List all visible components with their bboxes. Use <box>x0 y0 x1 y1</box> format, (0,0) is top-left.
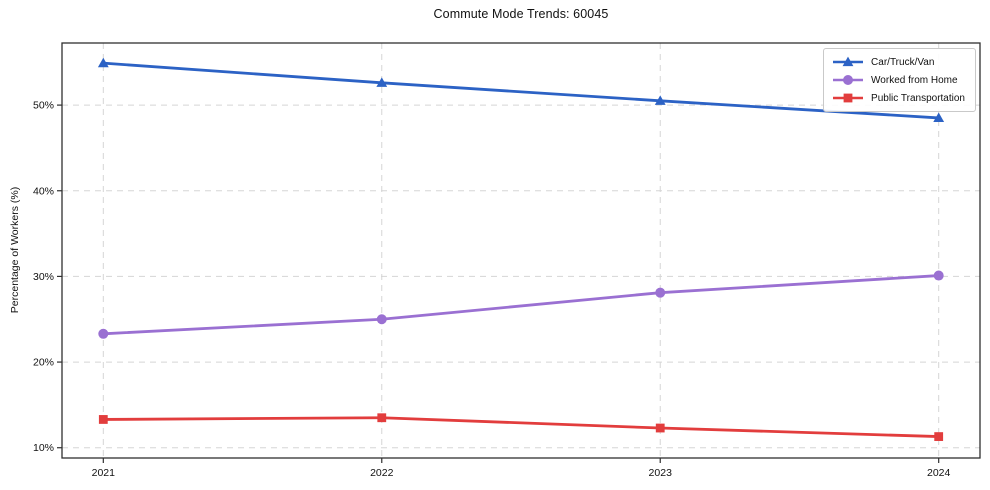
chart-title: Commute Mode Trends: 60045 <box>433 7 609 21</box>
data-point-car-truck-van <box>376 77 388 87</box>
data-point-worked-from-home <box>655 287 666 298</box>
x-tick-label: 2021 <box>92 467 116 479</box>
legend-sample-marker <box>843 75 854 85</box>
data-point-car-truck-van <box>97 57 109 68</box>
y-tick-label: 40% <box>33 185 54 197</box>
legend-marker-public-transportation <box>832 92 864 104</box>
legend: Car/Truck/Van Worked from Home Public Tr… <box>823 48 976 112</box>
x-tick-label: 2023 <box>649 467 673 479</box>
legend-marker-car-truck-van <box>832 56 864 68</box>
legend-label-public-transportation: Public Transportation <box>871 92 965 104</box>
x-tick-label: 2022 <box>370 467 394 479</box>
legend-sample-marker <box>843 93 853 103</box>
data-point-car-truck-van <box>933 112 945 123</box>
legend-marker-worked-from-home <box>832 74 864 86</box>
series-line-car-truck-van <box>101 61 941 120</box>
y-tick-label: 30% <box>33 271 54 283</box>
legend-item-car-truck-van: Car/Truck/Van <box>832 54 965 70</box>
data-point-public-transportation <box>377 413 387 423</box>
data-point-public-transportation <box>655 423 665 433</box>
legend-item-worked-from-home: Worked from Home <box>832 72 965 88</box>
series-line-public-transportation <box>101 416 941 438</box>
x-tick-label: 2024 <box>927 467 951 479</box>
data-point-worked-from-home <box>933 270 944 281</box>
data-point-public-transportation <box>98 415 108 424</box>
y-tick-label: 10% <box>33 442 54 454</box>
legend-item-public-transportation: Public Transportation <box>832 90 965 106</box>
legend-sample-marker <box>842 56 854 67</box>
y-tick-label: 50% <box>33 100 54 112</box>
data-point-car-truck-van <box>654 95 666 105</box>
data-point-worked-from-home <box>98 328 109 339</box>
legend-label-car-truck-van: Car/Truck/Van <box>871 56 935 68</box>
plot-border <box>61 42 981 459</box>
y-tick-label: 20% <box>33 357 54 369</box>
series-line-worked-from-home <box>101 274 941 336</box>
data-point-public-transportation <box>934 432 944 441</box>
data-point-worked-from-home <box>376 314 387 325</box>
legend-label-worked-from-home: Worked from Home <box>871 74 958 86</box>
